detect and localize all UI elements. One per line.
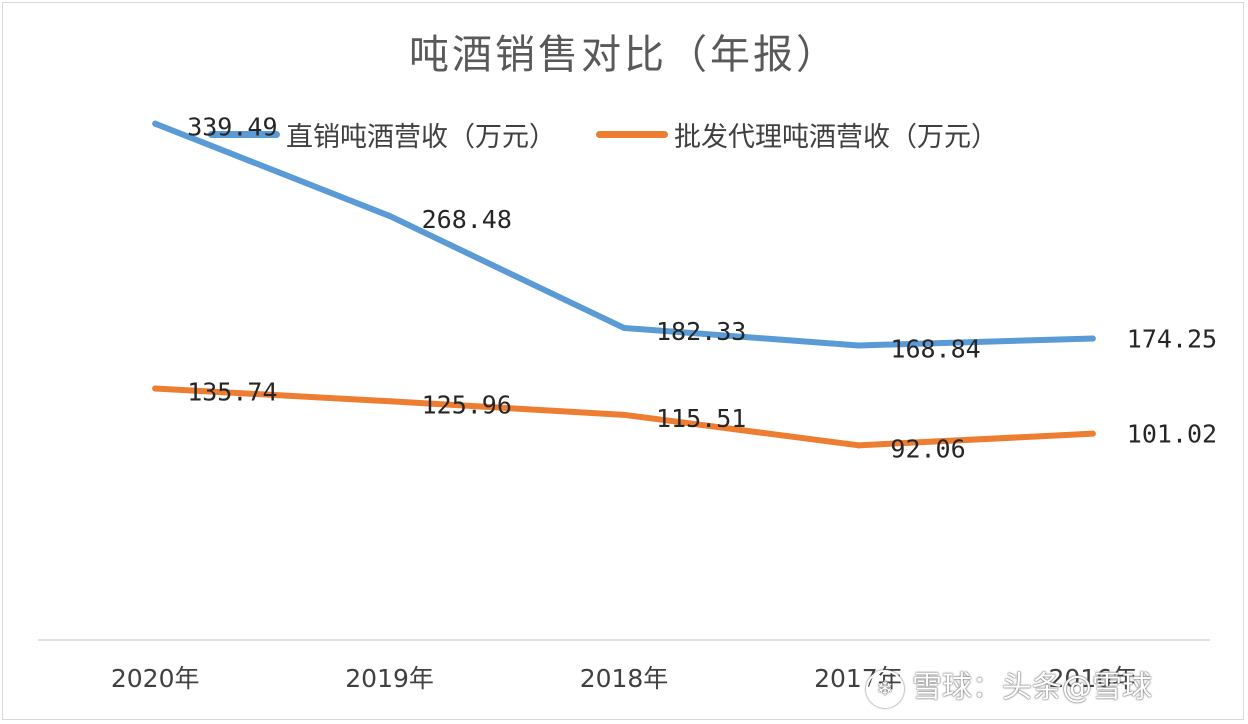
data-point-direct: [386, 212, 393, 219]
data-label-direct: 182.33: [656, 317, 746, 346]
data-label-direct: 268.48: [422, 205, 512, 234]
data-label-direct: 339.49: [187, 113, 277, 142]
x-tick-label: 2016年: [1048, 664, 1137, 693]
legend-label-wholesale: 批发代理吨酒营收（万元）: [674, 121, 998, 153]
data-label-wholesale: 135.74: [187, 378, 277, 407]
data-point-wholesale: [386, 398, 393, 405]
data-label-direct: 168.84: [890, 335, 980, 364]
snowball-logo-icon: ❄: [866, 669, 904, 708]
x-tick-label: 2019年: [345, 664, 434, 693]
data-point-direct: [1089, 335, 1096, 342]
chart-title: 吨酒销售对比（年报）: [409, 32, 839, 78]
data-label-wholesale: 92.06: [890, 434, 965, 463]
watermark: ❄ 雪球：头条@雪球: [866, 662, 1152, 708]
legend-label-direct: 直销吨酒营收（万元）: [286, 121, 556, 153]
data-point-wholesale: [855, 442, 862, 449]
watermark-text: 雪球：头条@雪球: [912, 670, 1152, 705]
x-tick-label: 2018年: [580, 664, 669, 693]
data-label-wholesale: 115.51: [656, 404, 746, 433]
data-label-wholesale: 125.96: [422, 390, 512, 419]
data-point-wholesale: [152, 385, 159, 392]
data-point-direct: [855, 342, 862, 349]
data-point-direct: [621, 324, 627, 331]
legend-item-wholesale: 批发代理吨酒营收（万元）: [596, 112, 998, 156]
legend-swatch-wholesale: [596, 130, 668, 138]
data-point-wholesale: [1089, 430, 1096, 437]
series-line-direct: [152, 120, 1096, 349]
data-label-wholesale: 101.02: [1127, 420, 1217, 449]
data-label-direct: 174.25: [1127, 324, 1217, 353]
x-tick-label: 2020年: [111, 664, 200, 693]
legend-swatch-direct: [208, 130, 280, 138]
data-point-direct: [152, 120, 159, 127]
data-point-wholesale: [621, 411, 627, 418]
chart-legend: 直销吨酒营收（万元） 批发代理吨酒营收（万元）: [0, 112, 1248, 156]
legend-item-direct: 直销吨酒营收（万元）: [208, 112, 556, 156]
